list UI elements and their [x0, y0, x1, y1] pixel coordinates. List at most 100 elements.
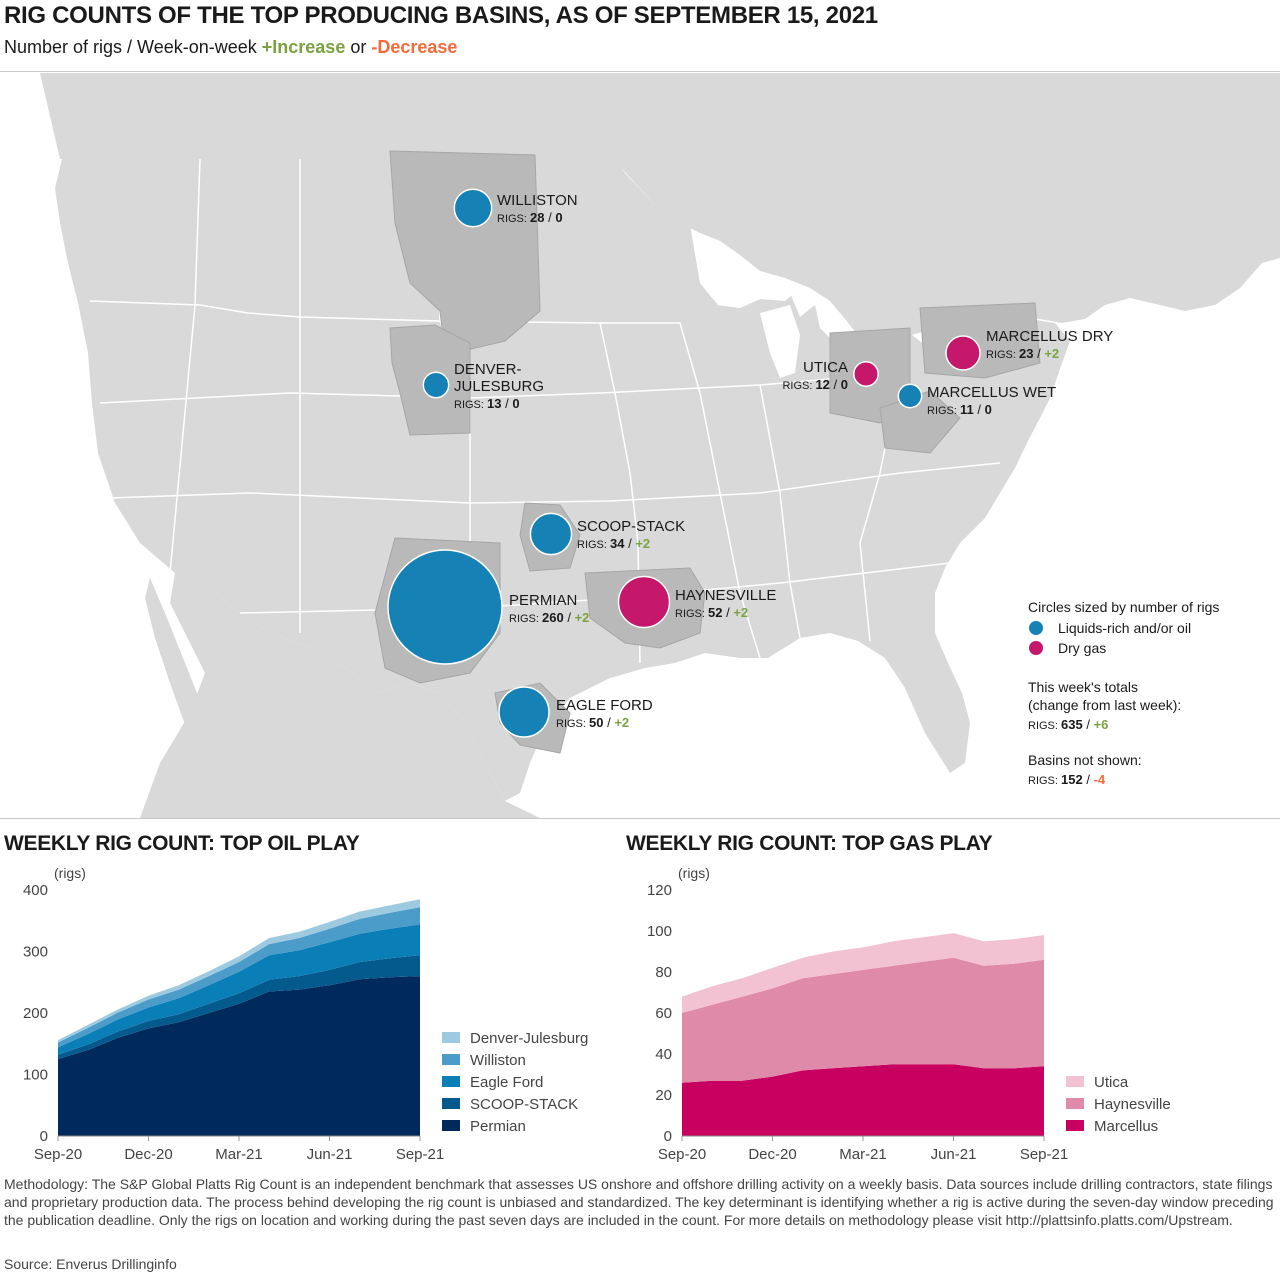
subtitle-decrease: -Decrease	[371, 37, 458, 57]
map-legend: Circles sized by number of rigs Liquids-r…	[1028, 599, 1219, 787]
basin-rigs-denver: RIGS: 13 / 0	[454, 396, 520, 411]
oil-ytick: 200	[23, 1005, 48, 1022]
gas-ylabel: (rigs)	[678, 865, 710, 881]
bubble-williston	[453, 188, 493, 228]
basin-bubbles	[387, 188, 981, 738]
gas-legend-label: Haynesville	[1094, 1096, 1171, 1113]
basin-name-utica: UTICA	[803, 359, 848, 376]
gas-chart-title: WEEKLY RIG COUNT: TOP GAS PLAY	[626, 832, 993, 855]
gas-area-marcellus	[682, 1064, 1044, 1136]
oil-legend-swatch	[442, 1098, 460, 1109]
basin-name-marcellus-wet: MARCELLUS WET	[927, 384, 1056, 401]
oil-legend-label: SCOOP-STACK	[470, 1096, 578, 1113]
oil-legend-swatch	[442, 1032, 460, 1043]
subtitle-increase: +Increase	[261, 37, 346, 57]
gas-xtick: Jun-21	[931, 1146, 977, 1163]
gas-legend-label: Utica	[1094, 1074, 1129, 1091]
oil-xtick: Sep-20	[34, 1146, 82, 1163]
oil-ytick: 0	[40, 1128, 48, 1145]
gas-xtick: Sep-20	[658, 1146, 706, 1163]
basin-name-haynesville: HAYNESVILLE	[675, 587, 776, 604]
oil-legend-swatch	[442, 1076, 460, 1087]
oil-xtick: Mar-21	[215, 1146, 263, 1163]
basin-rigs-permian: RIGS: 260 / +2	[509, 610, 589, 625]
not-shown-title: Basins not shown:	[1028, 752, 1142, 768]
bubble-marcellus-wet	[897, 383, 923, 409]
oil-legend-label: Eagle Ford	[470, 1074, 543, 1091]
usa-landmass	[55, 159, 1070, 801]
gas-legend-swatch	[1066, 1098, 1084, 1109]
gas-ytick: 100	[647, 923, 672, 940]
subtitle-or: or	[345, 37, 372, 57]
oil-xtick: Dec-20	[124, 1146, 172, 1163]
oil-area-scoop-stack	[58, 955, 420, 1060]
gas-ytick: 20	[655, 1087, 672, 1104]
oil-legend-swatch	[442, 1120, 460, 1131]
source-note: Source: Enverus Drillinginfo	[4, 1256, 177, 1272]
oil-ytick: 300	[23, 944, 48, 961]
oil-xtick: Jun-21	[307, 1146, 353, 1163]
basin-name-denver: DENVER-	[454, 361, 522, 378]
oil-chart-title: WEEKLY RIG COUNT: TOP OIL PLAY	[4, 832, 360, 855]
not-shown-rigs: RIGS: 152 / -4	[1028, 772, 1106, 787]
basin-name-permian: PERMIAN	[509, 592, 577, 609]
gas-xtick: Mar-21	[839, 1146, 887, 1163]
basin-rigs-eagle-ford: RIGS: 50 / +2	[556, 715, 629, 730]
bubble-utica	[853, 361, 879, 387]
oil-ylabel: (rigs)	[54, 865, 86, 881]
page-title: RIG COUNTS OF THE TOP PRODUCING BASINS, …	[4, 2, 878, 29]
totals-line2: (change from last week):	[1028, 697, 1181, 713]
basin-rigs-marcellus-dry: RIGS: 23 / +2	[986, 346, 1059, 361]
basin-name-eagle-ford: EAGLE FORD	[556, 697, 653, 714]
bubble-haynesville	[617, 575, 671, 629]
legend-dry-gas-swatch	[1029, 641, 1043, 655]
basin-name-line2-denver: JULESBURG	[454, 378, 544, 395]
oil-legend-label: Permian	[470, 1118, 526, 1135]
subtitle-prefix: Number of rigs / Week-on-week	[4, 37, 262, 57]
bubble-eagle-ford	[498, 686, 550, 738]
legend-liquids-label: Liquids-rich and/or oil	[1058, 620, 1191, 636]
legend-liquids-swatch	[1029, 621, 1043, 635]
gas-xtick: Dec-20	[748, 1146, 796, 1163]
basin-rigs-williston: RIGS: 28 / 0	[497, 210, 563, 225]
basin-rigs-scoop-stack: RIGS: 34 / +2	[577, 536, 650, 551]
basin-name-williston: WILLISTON	[497, 192, 578, 209]
gas-area-chart: (rigs) 0 20 40 60 80 100 120 Sep-20 Dec-20 Mar-21 J…	[647, 865, 1171, 1163]
oil-legend-label: Williston	[470, 1052, 526, 1069]
gas-legend-swatch	[1066, 1076, 1084, 1087]
map-divider	[0, 818, 1280, 819]
canada-landmass	[40, 73, 1280, 358]
oil-ytick: 400	[23, 882, 48, 899]
totals-rigs: RIGS: 635 / +6	[1028, 717, 1108, 732]
gas-legend-label: Marcellus	[1094, 1118, 1158, 1135]
bubble-denver	[422, 371, 450, 399]
oil-area-williston	[58, 907, 420, 1048]
oil-xtick: Sep-21	[396, 1146, 444, 1163]
gas-ytick: 120	[647, 882, 672, 899]
oil-area-denver-julesburg	[58, 899, 420, 1043]
oil-area-permian	[58, 976, 420, 1136]
gas-xtick: Sep-21	[1020, 1146, 1068, 1163]
oil-area-chart: (rigs) 0 100 200 300 400 Sep-20 Dec-20 Mar-21 Jun…	[23, 865, 588, 1163]
oil-legend-label: Denver-Julesburg	[470, 1030, 588, 1047]
oil-legend-swatch	[442, 1054, 460, 1065]
page-subtitle: Number of rigs / Week-on-week +Increase …	[4, 37, 457, 58]
gas-area-haynesville	[682, 957, 1044, 1083]
totals-line1: This week's totals	[1028, 679, 1138, 695]
basin-name-marcellus-dry: MARCELLUS DRY	[986, 328, 1113, 345]
gas-area-utica	[682, 933, 1044, 1013]
mexico-landmass	[140, 573, 540, 818]
oil-area-eagle-ford	[58, 924, 420, 1055]
basin-rigs-utica: RIGS: 12 / 0	[782, 377, 848, 392]
basin-rigs-haynesville: RIGS: 52 / +2	[675, 605, 748, 620]
basin-rigs-marcellus-wet: RIGS: 11 / 0	[927, 402, 992, 417]
bubble-scoop-stack	[529, 512, 573, 556]
basin-name-scoop-stack: SCOOP-STACK	[577, 518, 685, 535]
gas-legend-swatch	[1066, 1120, 1084, 1131]
gas-ytick: 80	[655, 964, 672, 981]
baja-peninsula	[145, 578, 218, 778]
methodology-note: Methodology: The S&P Global Platts Rig C…	[4, 1176, 1274, 1228]
legend-dry-gas-label: Dry gas	[1058, 640, 1106, 656]
